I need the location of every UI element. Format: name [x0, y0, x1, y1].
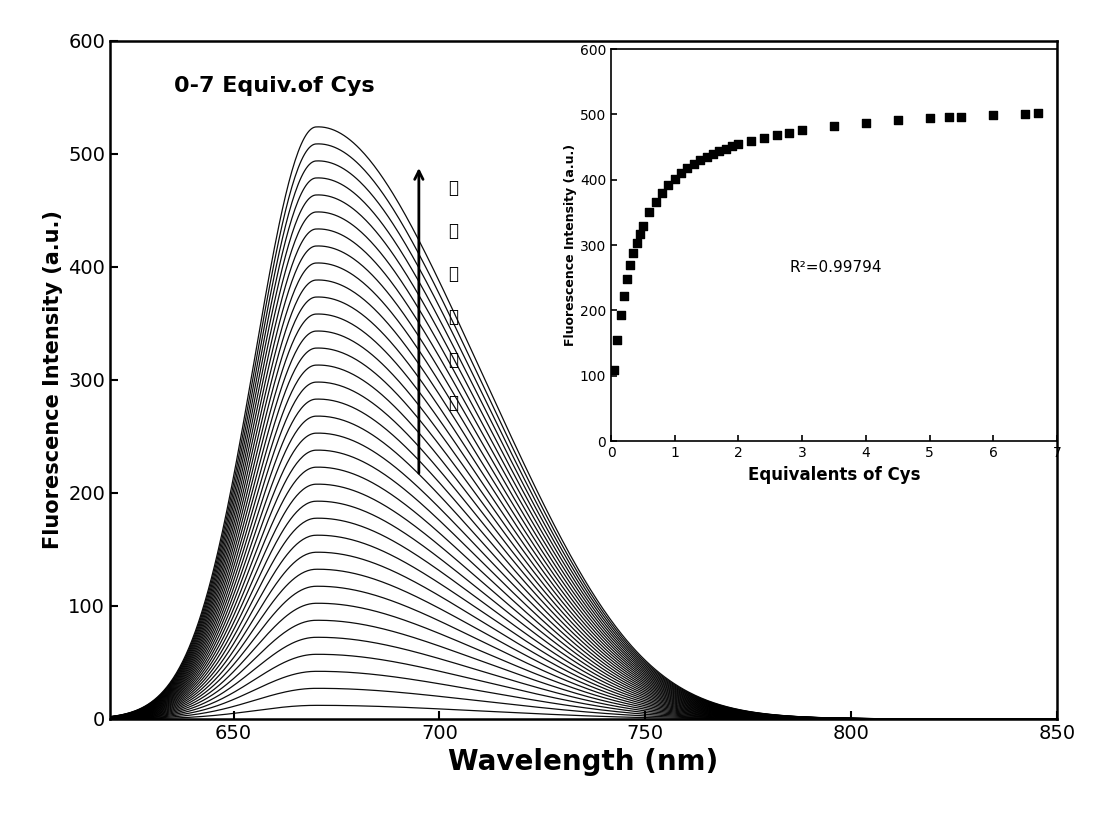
X-axis label: Wavelength (nm): Wavelength (nm) [448, 748, 719, 776]
Point [705, 147, 722, 160]
Y-axis label: Fluorescence Intensity (a.u.): Fluorescence Intensity (a.u.) [564, 144, 577, 346]
Text: 0-7 Equiv.of Cys: 0-7 Equiv.of Cys [174, 76, 375, 96]
X-axis label: Equivalents of Cys: Equivalents of Cys [748, 466, 920, 484]
Point [615, 289, 633, 302]
Point [691, 154, 709, 167]
Point [621, 259, 639, 272]
Text: 当: 当 [448, 265, 458, 283]
Point [794, 124, 811, 137]
Point [678, 162, 696, 175]
Point [685, 158, 702, 171]
Point [641, 206, 658, 219]
Point [781, 126, 798, 139]
Point [723, 140, 741, 153]
Text: 量: 量 [448, 308, 458, 326]
Text: 入: 入 [448, 221, 458, 239]
Point [624, 247, 642, 260]
Point [857, 117, 874, 130]
Text: R²=0.99794: R²=0.99794 [789, 261, 882, 275]
Point [755, 131, 773, 144]
Point [653, 186, 671, 199]
Point [618, 273, 635, 286]
Y-axis label: Fluorescence Intensity (a.u.): Fluorescence Intensity (a.u.) [43, 211, 63, 549]
Point [666, 172, 684, 185]
Point [698, 150, 716, 163]
Point [889, 114, 906, 127]
Point [710, 145, 728, 158]
Text: 增: 增 [448, 394, 458, 412]
Point [826, 120, 843, 133]
Point [717, 142, 734, 155]
Point [767, 128, 785, 141]
Point [631, 227, 648, 240]
Text: 加: 加 [448, 179, 458, 197]
Point [609, 333, 626, 346]
Point [606, 363, 623, 376]
Point [952, 110, 970, 123]
Point [673, 167, 690, 180]
Point [730, 138, 748, 151]
Point [940, 111, 958, 124]
Point [1016, 107, 1034, 120]
Point [647, 195, 665, 208]
Point [634, 219, 652, 232]
Point [984, 109, 1002, 122]
Point [659, 178, 677, 191]
Point [628, 236, 645, 249]
Point [1029, 107, 1047, 120]
Point [742, 134, 760, 147]
Point [612, 309, 630, 322]
Text: 逐: 逐 [448, 350, 458, 368]
Point [920, 112, 938, 125]
